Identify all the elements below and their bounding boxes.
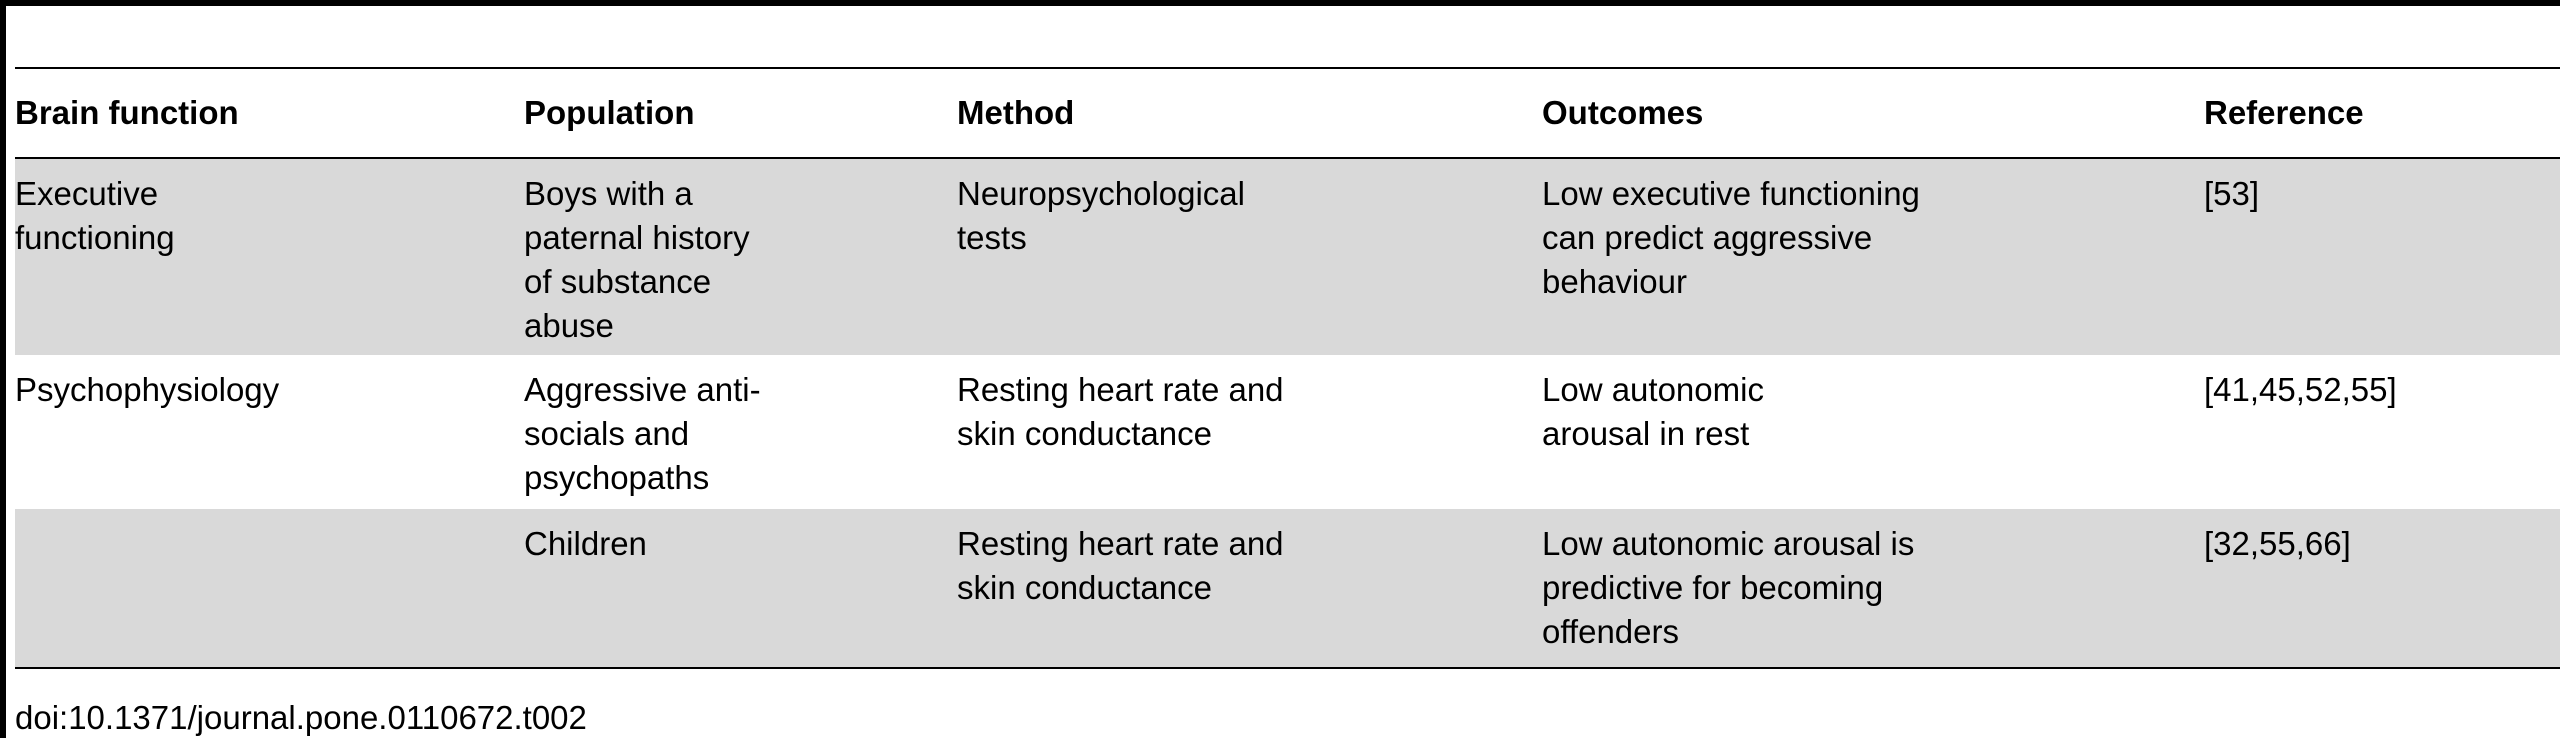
- table-body: Executive functioning Boys with a patern…: [15, 158, 2560, 668]
- cell-outcomes: Low autonomic arousal in rest: [1542, 371, 1764, 452]
- left-margin-bar: [0, 0, 6, 738]
- cell-method: Resting heart rate and skin conductance: [957, 525, 1284, 606]
- header-method: Method: [957, 94, 1075, 131]
- cell-brain-function: Psychophysiology: [15, 371, 280, 408]
- top-rule: [0, 0, 2560, 6]
- cell-reference: [32,55,66]: [2204, 525, 2351, 562]
- data-table: Brain function Population Method Outcome…: [15, 67, 2560, 669]
- cell-method: Neuropsychological tests: [957, 175, 1245, 256]
- header-brain-function: Brain function: [15, 94, 239, 131]
- cell-reference: [53]: [2204, 175, 2260, 212]
- header-reference: Reference: [2204, 94, 2364, 131]
- table-row: Psychophysiology Aggressive anti- social…: [15, 355, 2560, 509]
- header-row: Brain function Population Method Outcome…: [15, 68, 2560, 158]
- cell-reference: [41,45,52,55]: [2204, 371, 2397, 408]
- header-population: Population: [524, 94, 695, 131]
- cell-population: Aggressive anti- socials and psychopaths: [524, 371, 761, 496]
- table-row: Executive functioning Boys with a patern…: [15, 158, 2560, 355]
- cell-brain-function: Executive functioning: [15, 175, 175, 256]
- table-container: Brain function Population Method Outcome…: [15, 67, 2560, 669]
- cell-population: Children: [524, 525, 647, 562]
- cell-outcomes: Low autonomic arousal is predictive for …: [1542, 525, 1915, 650]
- cell-outcomes: Low executive functioning can predict ag…: [1542, 175, 1920, 300]
- cell-method: Resting heart rate and skin conductance: [957, 371, 1284, 452]
- table-header: Brain function Population Method Outcome…: [15, 68, 2560, 158]
- doi-footnote: doi:10.1371/journal.pone.0110672.t002: [15, 699, 587, 736]
- cell-brain-function: [15, 509, 524, 668]
- cell-population: Boys with a paternal history of substanc…: [524, 175, 750, 344]
- table-row: Children Resting heart rate and skin con…: [15, 509, 2560, 668]
- header-outcomes: Outcomes: [1542, 94, 1704, 131]
